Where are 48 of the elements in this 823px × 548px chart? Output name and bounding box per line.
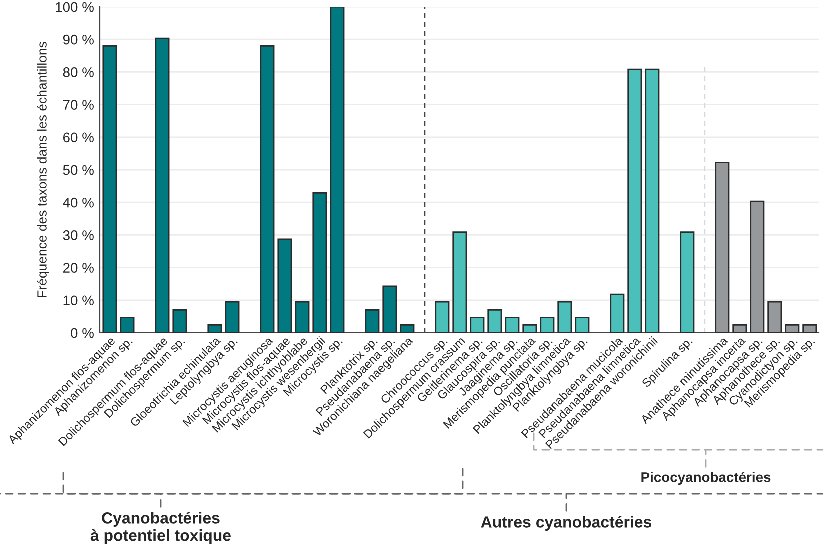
bar <box>802 324 818 333</box>
bar <box>610 294 625 333</box>
y-tick-label: 10 % <box>64 296 94 306</box>
bar <box>558 301 572 333</box>
bar <box>260 45 275 333</box>
bar <box>365 309 380 333</box>
bar <box>435 301 450 333</box>
y-tick-label: 0 % <box>71 328 94 338</box>
bar <box>278 238 292 333</box>
bar <box>645 68 660 333</box>
bar <box>575 316 590 333</box>
bar <box>470 316 485 333</box>
bar <box>628 68 642 333</box>
y-tick-label: 80 % <box>63 68 94 78</box>
bar <box>540 316 555 333</box>
y-tick-label: 90 % <box>63 34 94 45</box>
bar <box>488 309 502 333</box>
y-tick-label: 20 % <box>63 263 94 273</box>
y-tick-label: 60 % <box>63 132 94 143</box>
bar <box>400 324 415 333</box>
bar <box>312 192 328 333</box>
bar <box>120 316 135 333</box>
y-axis-title: Fréquence des taxons dans les échantillons <box>37 42 50 298</box>
y-tick-label: 30 % <box>63 230 94 240</box>
y-tick-label: 70 % <box>64 100 94 110</box>
y-tick-label: 100 % <box>56 2 94 12</box>
bar <box>208 324 222 333</box>
bar <box>172 309 188 333</box>
bar <box>715 162 730 333</box>
bar <box>785 324 800 333</box>
bar <box>522 324 538 333</box>
bar <box>680 232 695 333</box>
text: Autres cyanobactéries <box>481 516 652 532</box>
bar <box>225 301 240 333</box>
text: Cyanobactéries à potentiel toxique <box>90 512 232 544</box>
bar <box>155 38 170 333</box>
bar <box>102 45 118 333</box>
text: Picocyanobactéries <box>642 472 771 486</box>
y-tick-label: 40 % <box>63 198 94 208</box>
bar <box>452 232 468 333</box>
bar <box>330 7 345 333</box>
y-tick-label: 50 % <box>63 165 94 176</box>
bar <box>505 316 520 333</box>
bar <box>768 301 782 333</box>
bar <box>382 286 398 333</box>
bar <box>750 200 765 333</box>
bar <box>732 324 748 333</box>
bar <box>295 301 310 333</box>
